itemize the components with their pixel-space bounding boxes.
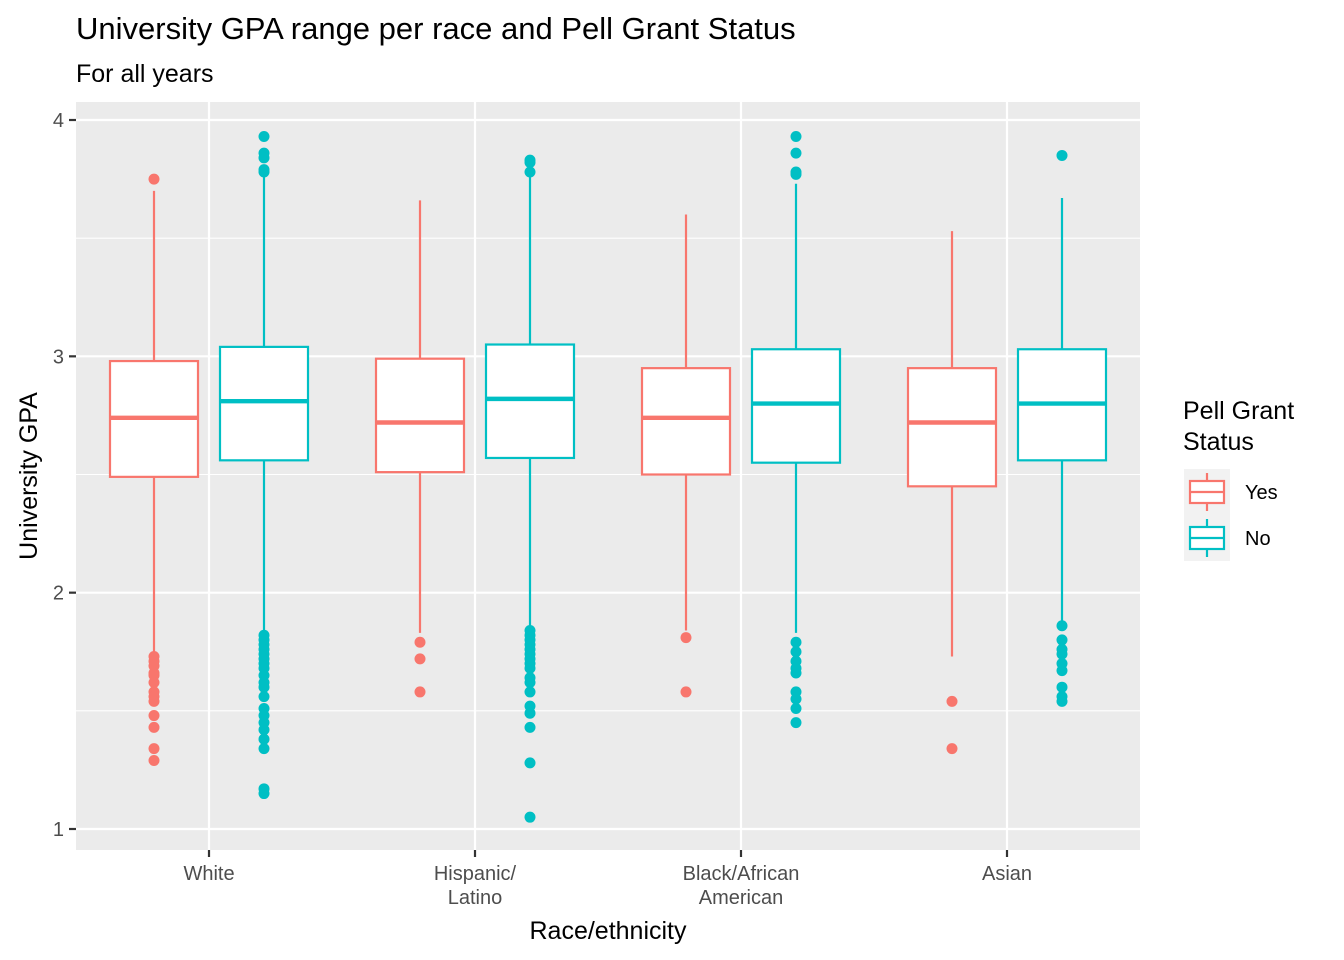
chart-subtitle: For all years [76,60,214,88]
outlier-point [148,743,160,755]
outlier-point [148,676,160,688]
outlier-point [1056,648,1068,660]
legend-label-no: No [1245,528,1271,550]
box-no-2 [750,131,842,729]
legend-title-line: Status [1183,428,1254,456]
box-yes-2 [640,214,732,698]
outlier-point [790,147,802,159]
iqr-box [640,367,732,476]
x-tick-label-line: Black/African [683,863,800,885]
outlier-point [790,636,802,648]
outlier-point [414,653,426,665]
outlier-point [148,695,160,707]
outlier-point [790,168,802,180]
outlier-point [1056,620,1068,632]
outlier-point [524,707,536,719]
outlier-point [524,721,536,733]
x-tick-label: Hispanic/Latino [434,863,517,909]
x-tick-label: Black/African American [683,863,800,909]
legend-title-line: Pell Grant [1183,397,1294,425]
iqr-box [750,348,842,464]
legend-label-yes: Yes [1245,482,1278,504]
chart-title: University GPA range per race and Pell G… [76,11,796,46]
outlier-point [414,686,426,698]
box-yes-0 [108,173,200,766]
box-no-0 [218,131,310,800]
outlier-point [258,724,270,736]
x-tick-label-line: Latino [448,887,503,909]
outlier-point [790,702,802,714]
outlier-point [258,152,270,164]
outlier-point [148,173,160,185]
outlier-point [524,811,536,823]
y-tick-label: 3 [53,346,64,368]
outlier-point [790,693,802,705]
y-tick-label: 2 [53,583,64,605]
iqr-box [484,343,576,460]
x-tick-label-line: American [699,887,783,909]
outlier-point [1056,634,1068,646]
outlier-point [790,131,802,143]
axes-layer: 1 2 3 4 White Hispanic/Latino Black/African Ame… [53,110,1032,909]
box-yes-3 [906,231,998,755]
outlier-point [1056,681,1068,693]
outlier-point [258,131,270,143]
y-axis-title: University GPA [15,392,43,560]
outlier-point [414,636,426,648]
outlier-point [680,632,692,644]
box-no-3 [1016,149,1108,707]
outlier-point [148,721,160,733]
outlier-point [258,681,270,693]
outlier-point [790,717,802,729]
outlier-point [946,743,958,755]
outlier-point [1056,665,1068,677]
x-tick-label-line: Hispanic/ [434,863,517,885]
iqr-box [374,357,466,474]
outlier-point [1056,149,1068,161]
outlier-point [524,166,536,178]
outlier-point [524,157,536,169]
boxes-layer [108,131,1108,823]
outlier-point [524,662,536,674]
x-tick-label-line: Asian [982,863,1032,885]
box-yes-1 [374,200,466,698]
outlier-point [148,754,160,766]
outlier-point [258,788,270,800]
box-no-1 [484,154,576,823]
x-tick-label-line: White [183,863,234,885]
outlier-point [524,686,536,698]
x-axis-title: Race/ethnicity [529,917,687,945]
grid-lines [76,102,1140,850]
outlier-point [790,646,802,658]
outlier-point [148,710,160,722]
outlier-point [680,686,692,698]
x-tick-label: White [183,863,234,885]
outlier-point [258,743,270,755]
outlier-point [946,695,958,707]
iqr-box [218,345,310,462]
iqr-box [906,367,998,488]
x-tick-label: Asian [982,863,1032,885]
outlier-point [258,166,270,178]
outlier-point [524,676,536,688]
outlier-point [524,757,536,769]
y-tick-label: 1 [53,819,64,841]
outlier-point [1056,695,1068,707]
outlier-point [790,667,802,679]
outlier-point [258,733,270,745]
y-tick-label: 4 [53,110,64,132]
outlier-point [258,691,270,703]
legend: Pell Grant Status Yes No [1183,397,1294,561]
